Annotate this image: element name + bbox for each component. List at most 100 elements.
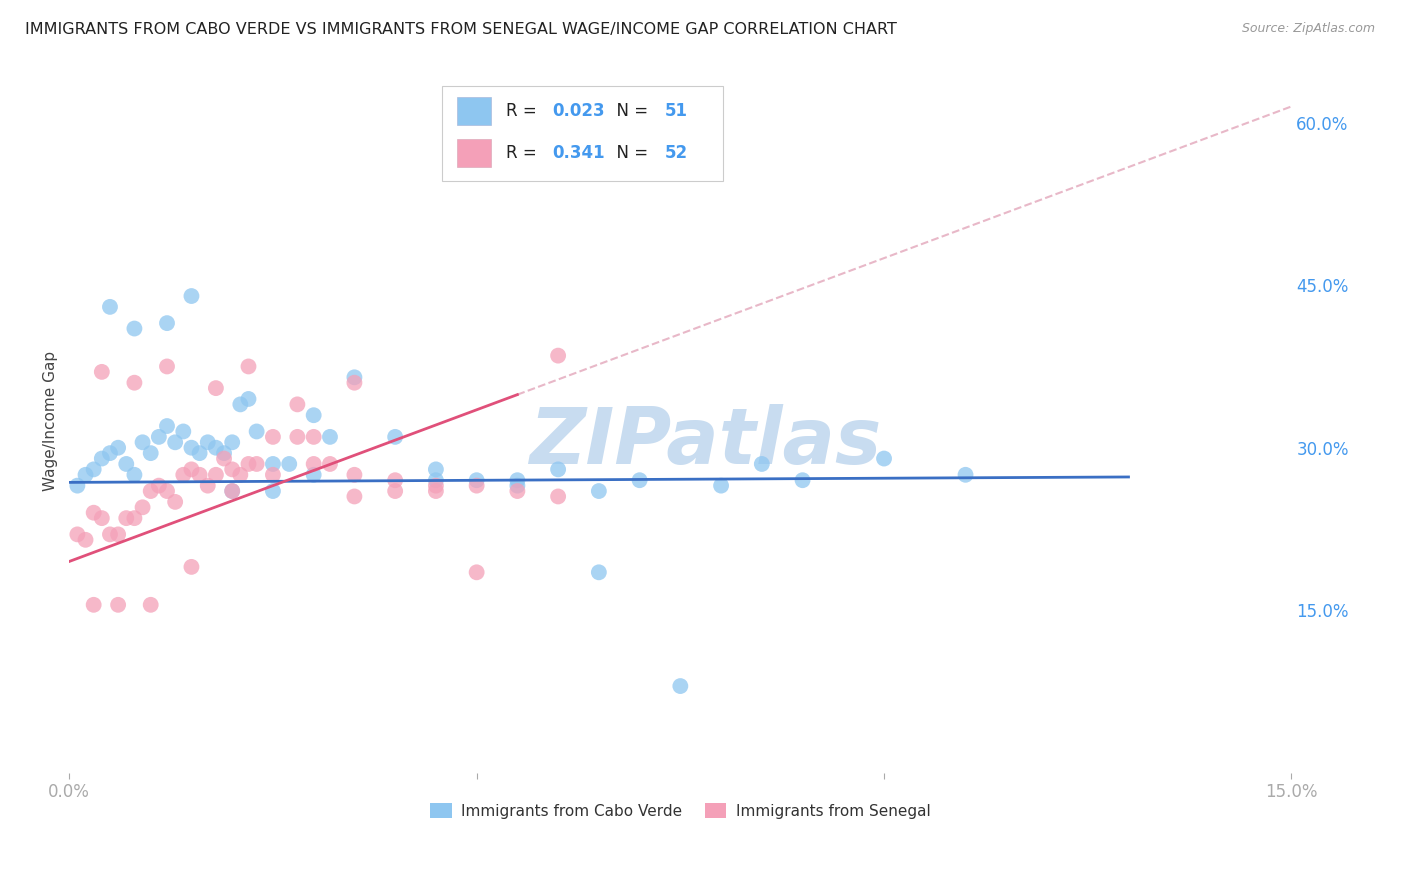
Point — [343, 370, 366, 384]
Point — [90, 451, 112, 466]
Point — [107, 527, 129, 541]
Point — [287, 397, 309, 411]
Text: ZIPatlas: ZIPatlas — [529, 404, 882, 480]
Point — [302, 430, 325, 444]
Point — [180, 560, 202, 574]
Point — [246, 425, 269, 439]
Point — [588, 566, 610, 580]
Text: Source: ZipAtlas.com: Source: ZipAtlas.com — [1241, 22, 1375, 36]
Point — [180, 289, 202, 303]
Point — [751, 457, 773, 471]
Point — [188, 467, 211, 482]
Point — [205, 467, 228, 482]
Point — [238, 359, 260, 374]
Point — [547, 462, 569, 476]
Point — [287, 430, 309, 444]
Point — [221, 484, 243, 499]
Point — [115, 457, 138, 471]
Text: N =: N = — [606, 144, 654, 162]
Point — [425, 484, 447, 499]
Text: 52: 52 — [665, 144, 688, 162]
Text: IMMIGRANTS FROM CABO VERDE VS IMMIGRANTS FROM SENEGAL WAGE/INCOME GAP CORRELATIO: IMMIGRANTS FROM CABO VERDE VS IMMIGRANTS… — [25, 22, 897, 37]
Point — [156, 484, 179, 499]
Point — [384, 484, 406, 499]
Point — [221, 435, 243, 450]
Point — [156, 316, 179, 330]
Point — [343, 376, 366, 390]
Point — [278, 457, 301, 471]
Point — [75, 467, 97, 482]
Point — [238, 457, 260, 471]
Point — [212, 451, 235, 466]
Point — [221, 484, 243, 499]
Point — [319, 430, 342, 444]
Text: 0.023: 0.023 — [553, 102, 605, 120]
Point — [131, 500, 153, 515]
Text: R =: R = — [506, 102, 541, 120]
Point — [156, 419, 179, 434]
Point — [165, 495, 187, 509]
Legend: Immigrants from Cabo Verde, Immigrants from Senegal: Immigrants from Cabo Verde, Immigrants f… — [425, 797, 936, 825]
Point — [188, 446, 211, 460]
Point — [262, 430, 284, 444]
Point — [148, 430, 170, 444]
Point — [506, 484, 529, 499]
Point — [180, 462, 202, 476]
Point — [506, 473, 529, 487]
Point — [465, 566, 488, 580]
Point — [302, 408, 325, 422]
Point — [156, 359, 179, 374]
Y-axis label: Wage/Income Gap: Wage/Income Gap — [44, 351, 58, 491]
Point — [98, 300, 121, 314]
Point — [180, 441, 202, 455]
Point — [669, 679, 692, 693]
Point — [83, 598, 105, 612]
Point — [197, 435, 219, 450]
Point — [302, 457, 325, 471]
Point — [384, 473, 406, 487]
Point — [229, 397, 252, 411]
Point — [302, 467, 325, 482]
Point — [139, 598, 162, 612]
Point — [343, 490, 366, 504]
Point — [124, 376, 146, 390]
Text: R =: R = — [506, 144, 541, 162]
Point — [262, 467, 284, 482]
Point — [205, 381, 228, 395]
Point — [262, 457, 284, 471]
Point — [75, 533, 97, 547]
Point — [262, 484, 284, 499]
Point — [238, 392, 260, 406]
Point — [66, 478, 89, 492]
Point — [425, 478, 447, 492]
Point — [246, 457, 269, 471]
Point — [221, 462, 243, 476]
Point — [115, 511, 138, 525]
Point — [165, 435, 187, 450]
Point — [628, 473, 651, 487]
Point — [384, 430, 406, 444]
Point — [710, 478, 733, 492]
Point — [425, 473, 447, 487]
Point — [107, 441, 129, 455]
Point — [465, 478, 488, 492]
Point — [465, 473, 488, 487]
Point — [425, 462, 447, 476]
Point — [172, 467, 194, 482]
Point — [205, 441, 228, 455]
Point — [90, 365, 112, 379]
Point — [172, 425, 194, 439]
FancyBboxPatch shape — [457, 139, 491, 167]
Point — [139, 484, 162, 499]
Point — [139, 446, 162, 460]
FancyBboxPatch shape — [441, 87, 723, 181]
Point — [83, 462, 105, 476]
Text: 51: 51 — [665, 102, 688, 120]
Point — [873, 451, 896, 466]
Point — [83, 506, 105, 520]
Point — [124, 467, 146, 482]
Point — [229, 467, 252, 482]
Point — [547, 490, 569, 504]
Point — [98, 527, 121, 541]
Point — [588, 484, 610, 499]
